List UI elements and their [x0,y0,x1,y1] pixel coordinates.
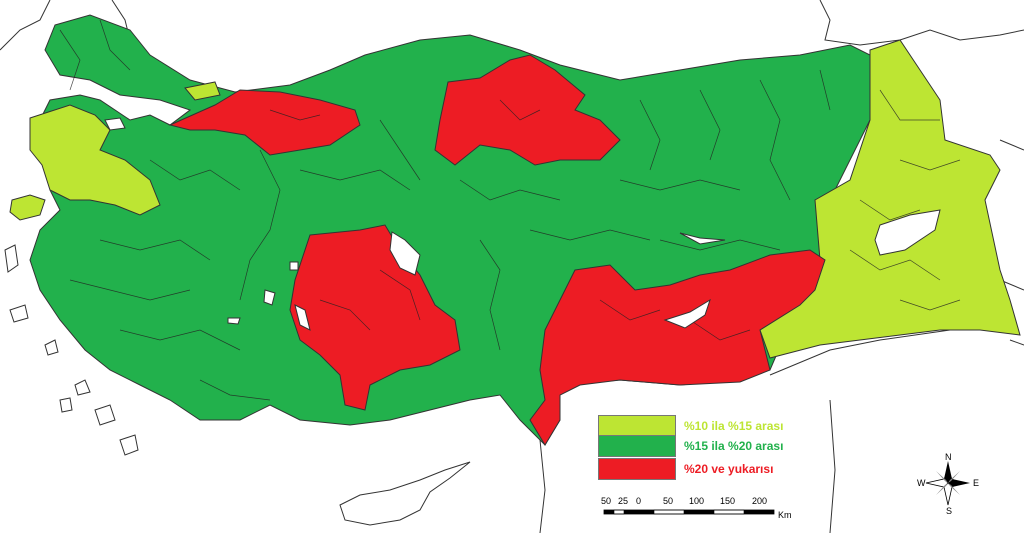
cyprus-outline [339,461,471,526]
legend-swatch-low [598,415,676,437]
scale-tick-label: 0 [636,496,642,506]
aegean-islands [4,244,139,456]
legend-label-low: %10 ila %15 arası [684,419,784,433]
compass-west-label: W [917,478,926,488]
compass-rose [925,461,970,506]
scale-tick-label: 50 [663,496,674,506]
scale-tick-label: 200 [752,496,768,506]
compass-south-label: S [946,506,953,516]
scale-tick-label: 100 [689,496,705,506]
scale-tick-label: 25 [618,496,629,506]
region-mid-base [29,14,881,446]
province-borders [59,19,961,401]
legend-item-high: %20 ve yukarısı [598,458,773,480]
region-low-north [184,81,221,101]
legend-swatch-mid [598,435,676,457]
legend-label-high: %20 ve yukarısı [684,462,774,476]
region-low-west [29,104,161,216]
compass-north-label: N [945,452,952,462]
scale-bar [603,509,775,515]
region-high-nw [168,89,361,156]
compass-east-label: E [973,478,980,488]
legend-swatch-high [598,458,676,480]
region-low-east [759,39,1021,359]
legend-label-mid: %15 ila %20 arası [684,439,784,453]
region-low-island [9,194,46,221]
scale-tick-label: 50 [601,496,612,506]
lakes [104,117,941,331]
region-high-nc [434,54,621,166]
legend-item-low: %10 ila %15 arası [598,415,783,437]
legend-item-mid: %15 ila %20 arası [598,435,783,457]
scale-tick-label: 150 [720,496,736,506]
region-high-se [529,249,826,446]
scale-unit-label: Km [778,510,792,520]
